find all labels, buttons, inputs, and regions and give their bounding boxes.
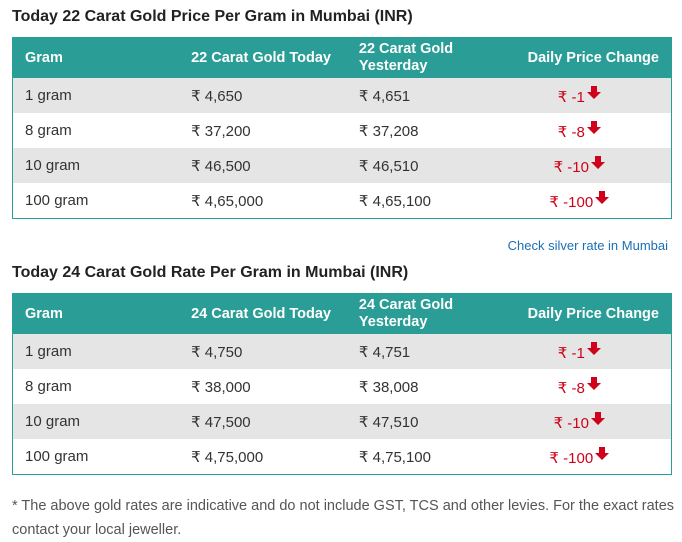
table-header-row: Gram 22 Carat Gold Today 22 Carat Gold Y… xyxy=(12,37,672,78)
cell-gram: 8 gram xyxy=(25,122,72,139)
table-row: 10 gram ₹ 47,500 ₹ 47,510 ₹ -10 xyxy=(12,404,672,439)
cell-daily-change: ₹ -1 xyxy=(516,334,672,369)
cell-today-price: ₹ 47,500 xyxy=(191,413,251,431)
cell-yesterday-price: ₹ 37,208 xyxy=(358,122,419,140)
cell-daily-change: ₹ -100 xyxy=(516,439,672,475)
table-row: 8 gram ₹ 37,200 ₹ 37,208 ₹ -8 xyxy=(12,113,672,148)
change-value: ₹ -1 xyxy=(557,88,585,106)
cell-gram: 1 gram xyxy=(25,87,72,104)
cell-daily-change: ₹ -10 xyxy=(516,404,672,439)
cell-daily-change: ₹ -8 xyxy=(516,113,672,148)
cell-gram: 1 gram xyxy=(25,343,72,360)
cell-yesterday-price: ₹ 4,751 xyxy=(358,343,411,361)
cell-today-price: ₹ 37,200 xyxy=(191,122,251,140)
cell-gram: 10 gram xyxy=(25,157,81,174)
cell-today-price: ₹ 4,750 xyxy=(191,343,243,361)
arrow-down-icon xyxy=(595,190,610,208)
cell-daily-change: ₹ -1 xyxy=(516,78,672,113)
table-header-row: Gram 24 Carat Gold Today 24 Carat Gold Y… xyxy=(12,293,672,334)
column-header-daily-change: Daily Price Change xyxy=(527,305,659,322)
table-row: 1 gram ₹ 4,650 ₹ 4,651 ₹ -1 xyxy=(12,78,672,113)
column-header-daily-change: Daily Price Change xyxy=(527,49,659,66)
cell-yesterday-price: ₹ 47,510 xyxy=(358,413,419,431)
arrow-down-icon xyxy=(586,85,601,103)
cell-gram: 10 gram xyxy=(25,413,81,430)
column-header-gram: Gram xyxy=(25,49,63,66)
column-header-yesterday: 22 Carat Gold Yesterday xyxy=(358,41,454,74)
cell-today-price: ₹ 4,650 xyxy=(191,87,243,105)
table-row: 10 gram ₹ 46,500 ₹ 46,510 ₹ -10 xyxy=(12,148,672,183)
cell-daily-change: ₹ -8 xyxy=(516,369,672,404)
cell-yesterday-price: ₹ 4,651 xyxy=(358,87,411,105)
cell-gram: 8 gram xyxy=(25,378,72,395)
cell-today-price: ₹ 46,500 xyxy=(191,157,251,175)
section-title-22-carat: Today 22 Carat Gold Price Per Gram in Mu… xyxy=(12,8,413,25)
section-title-24-carat: Today 24 Carat Gold Rate Per Gram in Mum… xyxy=(12,264,409,281)
change-value: ₹ -10 xyxy=(553,158,589,176)
change-value: ₹ -100 xyxy=(549,193,594,211)
cell-gram: 100 gram xyxy=(25,192,89,209)
cell-yesterday-price: ₹ 4,75,100 xyxy=(358,448,431,466)
gold-rate-table-22-carat: Gram 22 Carat Gold Today 22 Carat Gold Y… xyxy=(12,37,672,219)
column-header-yesterday: 24 Carat Gold Yesterday xyxy=(358,297,454,330)
arrow-down-icon xyxy=(586,376,601,394)
cell-yesterday-price: ₹ 46,510 xyxy=(358,157,419,175)
cell-today-price: ₹ 4,65,000 xyxy=(191,192,264,210)
column-header-gram: Gram xyxy=(25,305,63,322)
cell-daily-change: ₹ -100 xyxy=(516,183,672,219)
table-row: 1 gram ₹ 4,750 ₹ 4,751 ₹ -1 xyxy=(12,334,672,369)
table-row: 100 gram ₹ 4,75,000 ₹ 4,75,100 ₹ -100 xyxy=(12,439,672,475)
change-value: ₹ -1 xyxy=(557,344,585,362)
cell-daily-change: ₹ -10 xyxy=(516,148,672,183)
gold-rate-table-24-carat: Gram 24 Carat Gold Today 24 Carat Gold Y… xyxy=(12,293,672,475)
column-header-today: 24 Carat Gold Today xyxy=(191,305,331,322)
cell-yesterday-price: ₹ 38,008 xyxy=(358,378,419,396)
cell-yesterday-price: ₹ 4,65,100 xyxy=(358,192,431,210)
cell-today-price: ₹ 38,000 xyxy=(191,378,251,396)
arrow-down-icon xyxy=(586,120,601,138)
table-row: 8 gram ₹ 38,000 ₹ 38,008 ₹ -8 xyxy=(12,369,672,404)
arrow-down-icon xyxy=(590,411,605,429)
cell-today-price: ₹ 4,75,000 xyxy=(191,448,264,466)
check-silver-rate-link[interactable]: Check silver rate in Mumbai xyxy=(507,238,668,253)
change-value: ₹ -10 xyxy=(553,414,589,432)
arrow-down-icon xyxy=(595,446,610,464)
cell-gram: 100 gram xyxy=(25,448,89,465)
arrow-down-icon xyxy=(590,155,605,173)
column-header-today: 22 Carat Gold Today xyxy=(191,49,331,66)
arrow-down-icon xyxy=(586,341,601,359)
table-row: 100 gram ₹ 4,65,000 ₹ 4,65,100 ₹ -100 xyxy=(12,183,672,219)
change-value: ₹ -8 xyxy=(557,379,585,397)
change-value: ₹ -8 xyxy=(557,123,585,141)
change-value: ₹ -100 xyxy=(549,449,594,467)
disclaimer-footnote: * The above gold rates are indicative an… xyxy=(12,498,675,538)
